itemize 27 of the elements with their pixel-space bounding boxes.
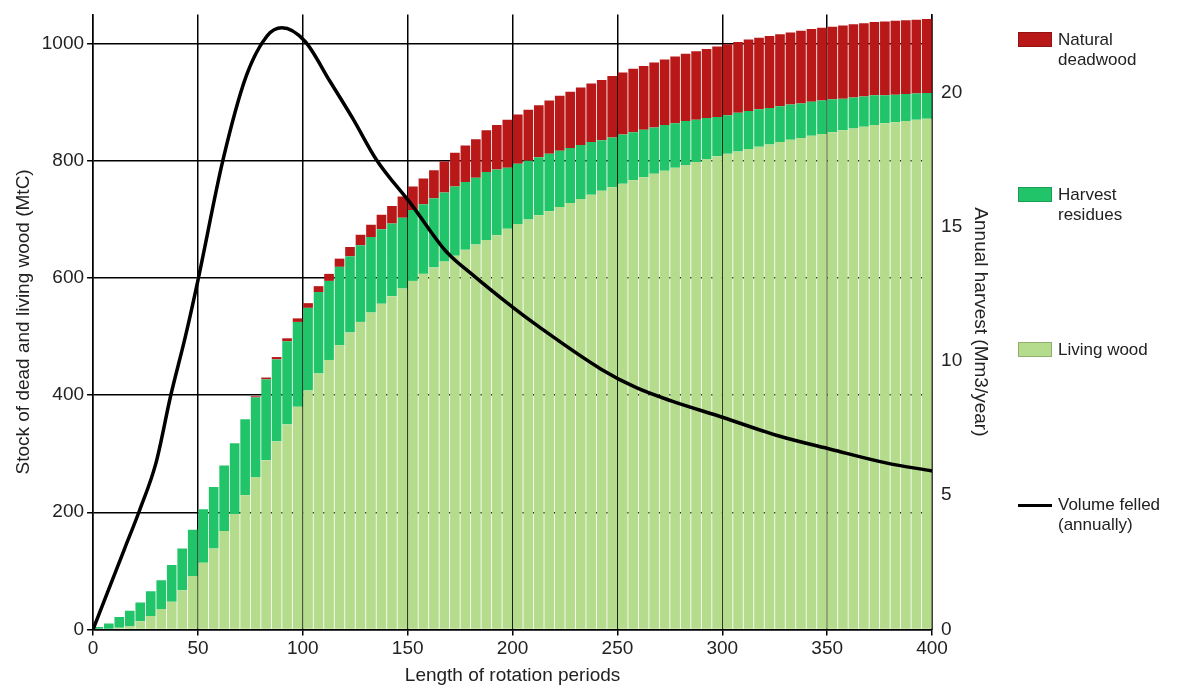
x-tick-label: 350 [811,637,844,659]
y2-tick-label: 0 [941,617,952,639]
x-tick-label: 100 [286,637,319,659]
y-tick-label: 200 [52,500,85,522]
y2-tick-label: 5 [941,483,952,505]
y-tick-label: 400 [52,383,85,405]
y2-axis-title: Annual harvest (Mm3/year) [971,207,993,437]
legend-label: Harvest residues [1058,185,1124,225]
x-tick-label: 150 [391,637,424,659]
y2-tick-label: 10 [941,349,963,371]
legend-label: Volume felled (annually) [1058,495,1162,535]
y2-tick-label: 15 [941,214,963,236]
y-tick-label: 0 [73,617,85,639]
y2-tick-label: 20 [941,80,963,102]
y-tick-label: 800 [52,149,85,171]
x-tick-label: 400 [916,637,948,659]
x-axis-title: Length of rotation periods [404,663,621,685]
y-tick-label: 1000 [41,31,85,53]
x-tick-label: 200 [496,637,529,659]
y-tick-label: 600 [52,266,85,288]
y-axis-title: Stock of dead and living wood (MtC) [11,169,33,475]
x-tick-label: 0 [87,637,99,659]
text: Living wood [1058,340,1148,360]
x-tick-label: 50 [187,637,209,659]
legend-label: Natural deadwood [1058,30,1138,70]
x-tick-label: 250 [601,637,634,659]
x-tick-label: 300 [706,637,739,659]
